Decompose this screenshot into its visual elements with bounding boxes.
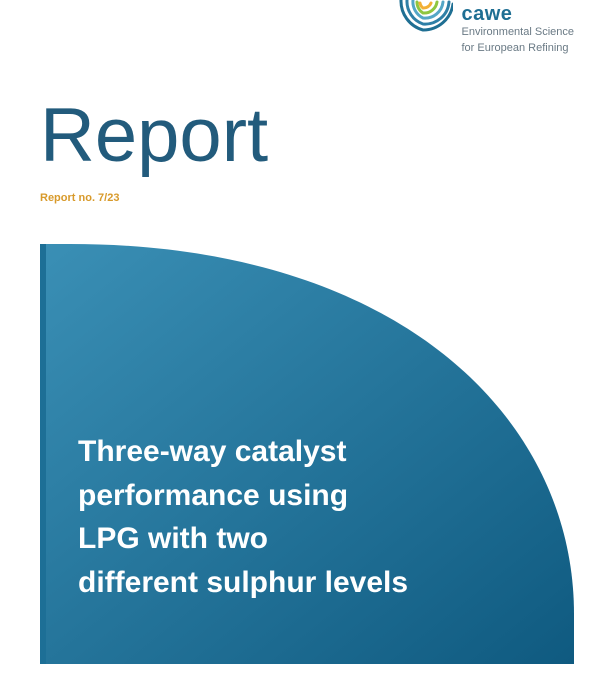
tagline-line-2: for European Refining — [461, 42, 574, 56]
brand-name: cawe — [461, 4, 574, 24]
logo-arcs-icon — [393, 0, 453, 44]
report-number: Report no. 7/23 — [40, 192, 119, 204]
cover-subtitle-line: performance using — [78, 479, 348, 512]
cover-subtitle-line: different sulphur levels — [78, 566, 408, 599]
cover-left-bar — [40, 244, 46, 664]
tagline-line-1: Environmental Science — [461, 26, 574, 40]
report-cover: cawe Environmental Science for European … — [0, 0, 614, 675]
logo: cawe Environmental Science for European … — [393, 0, 574, 56]
cover-subtitle: Three-way catalyst performance using LPG… — [78, 430, 408, 604]
page-title: Report — [40, 98, 268, 174]
cover-subtitle-line: Three-way catalyst — [78, 435, 346, 468]
cover-subtitle-line: LPG with two — [78, 522, 268, 555]
logo-text: cawe Environmental Science for European … — [461, 4, 574, 56]
